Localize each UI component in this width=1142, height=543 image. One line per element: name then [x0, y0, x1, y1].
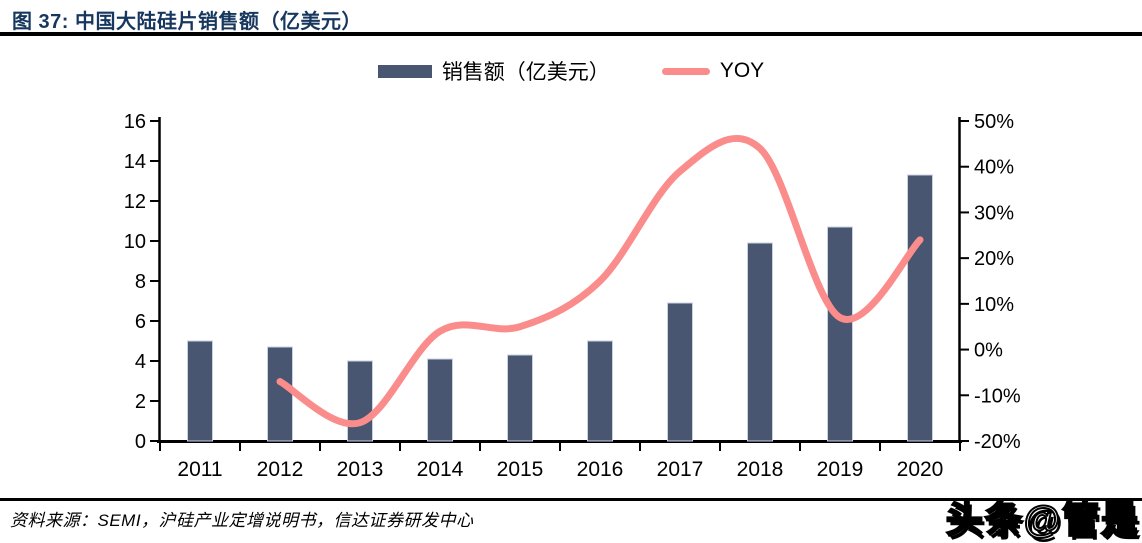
x-axis-category-label: 2019 [817, 458, 864, 481]
bar-2013 [347, 360, 373, 442]
left-axis-tick-label: 2 [135, 391, 146, 413]
x-axis-category-label: 2018 [737, 458, 784, 481]
bar-2020 [907, 174, 933, 442]
bar-2011 [187, 340, 213, 442]
right-axis-tick-label: 20% [974, 248, 1014, 270]
right-axis-tick-label: 30% [974, 202, 1014, 224]
x-axis-category-label: 2014 [417, 458, 464, 481]
yoy-line [276, 134, 924, 428]
bar-2016 [587, 340, 613, 442]
left-axis-tick-label: 0 [135, 431, 146, 453]
legend-label-sales: 销售额（亿美元） [441, 61, 610, 84]
legend-item-yoy: YOY [661, 59, 765, 83]
x-axis-category-label: 2012 [257, 458, 304, 481]
x-axis-category-label: 2013 [337, 458, 384, 481]
footer-divider [0, 498, 1142, 501]
x-axis-category-label: 2020 [897, 458, 944, 481]
left-axis-tick-label: 4 [135, 351, 146, 373]
left-axis-tick-label: 8 [135, 271, 146, 293]
right-axis-tick-label: 0% [974, 340, 1003, 362]
bar-2019 [827, 226, 853, 442]
legend-label-yoy: YOY [719, 59, 765, 82]
x-axis-category-label: 2015 [497, 458, 544, 481]
left-axis-tick-label: 16 [124, 111, 146, 133]
bar-2018 [747, 242, 773, 442]
x-axis-category-label: 2011 [177, 458, 222, 481]
legend-line-swatch-icon [661, 67, 710, 75]
right-axis-tick-label: 50% [974, 111, 1014, 133]
chart: 0 2 4 6 8 10 12 14 16 -20% -10% 0% 10% 20% 30% 40% 50% 20… [124, 111, 1021, 481]
x-axis-category-label: 2017 [657, 458, 704, 481]
right-axis-tick-label: 10% [974, 294, 1014, 316]
left-axis-tick-label: 6 [135, 311, 146, 333]
title-divider [0, 32, 1142, 36]
legend-bar-swatch-icon [377, 64, 432, 78]
left-axis-tick-label: 14 [124, 151, 146, 173]
x-axis-category-label: 2016 [577, 458, 624, 481]
legend-item-sales: 销售额（亿美元） [377, 56, 610, 86]
watermark: 头条@管是 [945, 498, 1140, 541]
bar-2015 [507, 354, 533, 442]
legend: 销售额（亿美元） YOY [0, 56, 1142, 86]
right-axis-tick-label: -10% [974, 385, 1021, 407]
figure-title: 图 37: 中国大陆硅片销售额（亿美元） [12, 11, 363, 33]
right-axis-tick-label: -20% [974, 431, 1021, 453]
source-note: 资料来源：SEMI，沪硅产业定增说明书，信达证券研发中心 [10, 511, 474, 530]
right-axis-tick-label: 40% [974, 157, 1014, 179]
bar-2012 [267, 346, 293, 442]
bar-2017 [667, 302, 693, 442]
left-axis-tick-label: 12 [124, 191, 146, 213]
left-axis-tick-label: 10 [124, 231, 146, 253]
bar-2014 [427, 358, 453, 442]
